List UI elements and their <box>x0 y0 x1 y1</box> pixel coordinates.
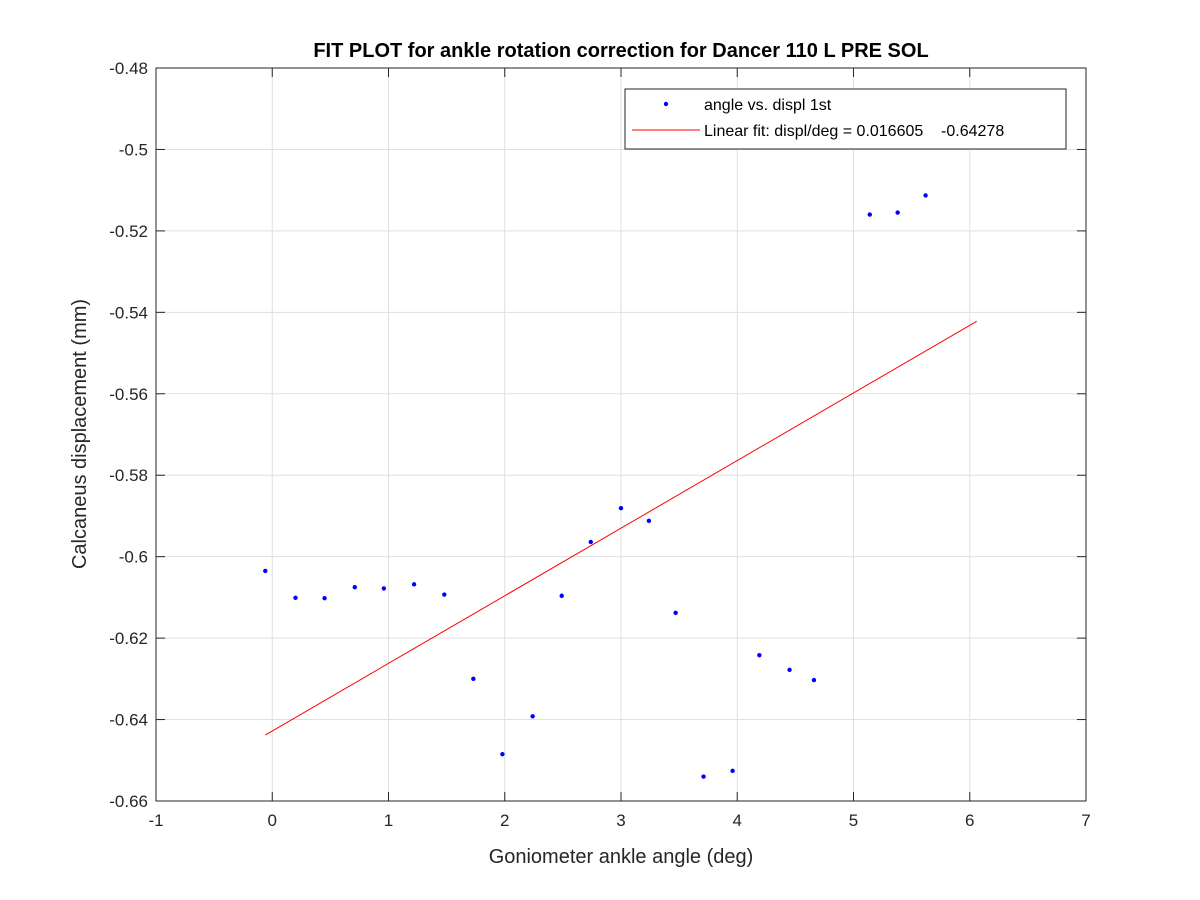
x-axis-label: Goniometer ankle angle (deg) <box>489 846 754 868</box>
data-point <box>895 210 900 215</box>
data-point <box>867 212 872 217</box>
data-point <box>442 592 447 597</box>
legend-label-points: angle vs. displ 1st <box>704 97 832 114</box>
data-point <box>471 676 476 682</box>
x-tick-label: 6 <box>965 811 974 830</box>
tick-marks <box>155 67 1087 802</box>
data-point <box>701 774 706 779</box>
legend: angle vs. displ 1st Linear fit: displ/de… <box>624 88 1067 150</box>
data-point <box>618 506 624 511</box>
x-tick-label: 4 <box>733 811 742 830</box>
data-point <box>381 586 387 591</box>
y-tick-label: -0.48 <box>109 59 148 78</box>
fit-line <box>265 320 977 736</box>
y-tick-label: -0.64 <box>109 711 148 730</box>
data-point <box>500 751 505 757</box>
y-axis-label: Calcaneus displacement (mm) <box>69 299 91 569</box>
data-point <box>559 593 564 598</box>
chart-title: FIT PLOT for ankle rotation correction f… <box>313 40 928 62</box>
legend-box <box>624 88 1067 150</box>
x-tick-label: 3 <box>616 811 625 830</box>
y-tick-label: -0.52 <box>109 222 148 241</box>
data-point <box>352 585 357 590</box>
x-tick-label: 2 <box>500 811 509 830</box>
data-point <box>923 193 928 198</box>
y-tick-label: -0.58 <box>109 466 148 485</box>
y-tick-label: -0.66 <box>109 792 148 811</box>
data-point <box>322 596 327 601</box>
data-point <box>263 568 268 574</box>
y-tick-label: -0.54 <box>109 303 148 322</box>
x-tick-label: -1 <box>148 811 163 830</box>
data-points-layer <box>263 193 928 779</box>
x-tick-labels: -1 0 1 2 3 4 5 6 7 <box>148 811 1090 830</box>
data-point <box>411 582 417 587</box>
fit-line-layer <box>265 320 977 736</box>
y-tick-label: -0.62 <box>109 629 148 648</box>
x-tick-label: 0 <box>268 811 277 830</box>
data-point <box>811 677 817 683</box>
data-point <box>787 667 792 673</box>
data-point <box>530 714 535 719</box>
data-point <box>646 518 652 524</box>
y-tick-label: -0.5 <box>119 140 148 159</box>
legend-marker-points <box>663 101 669 107</box>
y-tick-label: -0.6 <box>119 548 148 567</box>
x-tick-label: 7 <box>1081 811 1090 830</box>
data-point <box>673 610 678 616</box>
x-tick-label: 5 <box>849 811 858 830</box>
y-tick-label: -0.56 <box>109 385 148 404</box>
data-point <box>293 595 298 600</box>
y-tick-labels: -0.66 -0.64 -0.62 -0.6 -0.58 -0.56 -0.54 -0.52 -… <box>109 59 148 811</box>
data-point <box>757 653 762 658</box>
x-tick-label: 1 <box>384 811 393 830</box>
data-point <box>588 539 593 545</box>
legend-label-fit: Linear fit: displ/deg = 0.016605 -0.6427… <box>704 123 1004 140</box>
data-point <box>730 768 735 774</box>
